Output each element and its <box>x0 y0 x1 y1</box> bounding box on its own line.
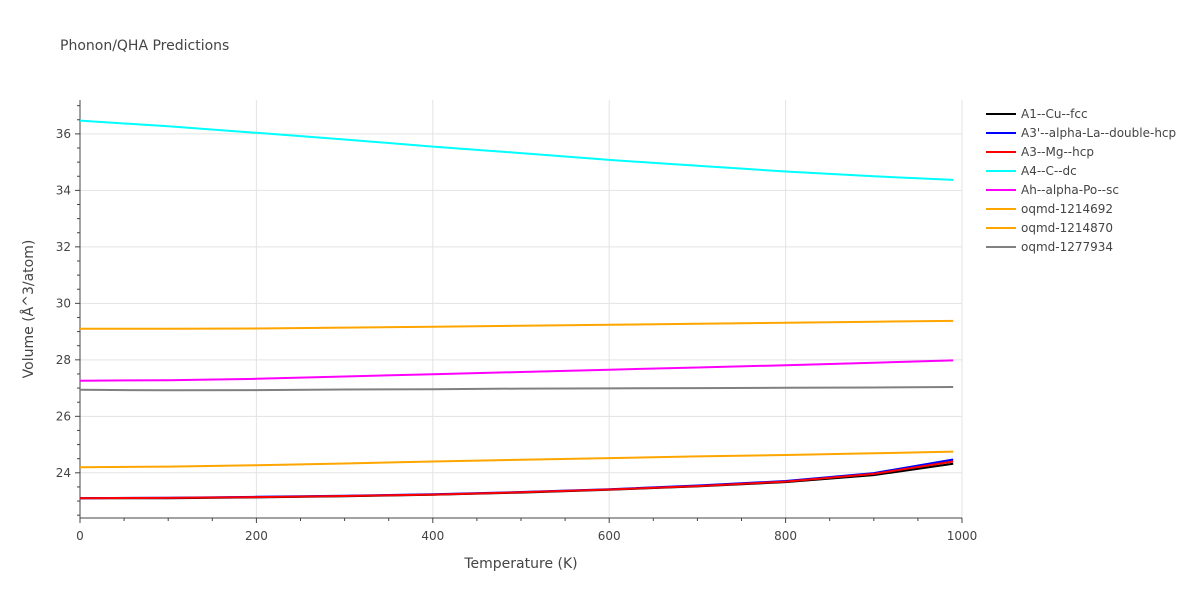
y-tick-label: 28 <box>56 353 71 367</box>
x-tick-label: 800 <box>774 529 797 543</box>
series-line-5 <box>79 359 954 382</box>
legend-label: A3--Mg--hcp <box>1021 145 1094 159</box>
legend-label: Ah--alpha-Po--sc <box>1021 183 1119 197</box>
y-axis-label: Volume (Å^3/atom) <box>20 240 37 379</box>
legend-label: A4--C--dc <box>1021 164 1077 178</box>
legend-label: oqmd-1214870 <box>1021 221 1113 235</box>
legend-item[interactable]: Ah--alpha-Po--sc <box>986 183 1119 197</box>
y-tick-label: 24 <box>56 466 71 480</box>
legend-item[interactable]: A3'--alpha-La--double-hcp <box>986 126 1176 140</box>
legend-item[interactable]: A3--Mg--hcp <box>986 145 1094 159</box>
legend[interactable]: A1--Cu--fcc A3'--alpha-La--double-hcp A3--… <box>986 107 1176 254</box>
legend-label: A1--Cu--fcc <box>1021 107 1088 121</box>
x-tick-label: 200 <box>245 529 268 543</box>
x-tick-label: 600 <box>598 529 621 543</box>
x-axis-label: Temperature (K) <box>463 556 577 572</box>
legend-item[interactable]: A4--C--dc <box>986 164 1077 178</box>
legend-item[interactable]: A1--Cu--fcc <box>986 107 1088 121</box>
ticks-layer: 0 200 400 600 800 1000 24 26 28 30 32 34 36 <box>56 127 978 543</box>
legend-item[interactable]: oqmd-1214692 <box>986 202 1113 216</box>
x-tick-label: 0 <box>76 529 84 543</box>
series-line-7 <box>79 450 954 469</box>
x-tick-label: 1000 <box>947 529 978 543</box>
y-tick-label: 34 <box>56 183 71 197</box>
series-line-3 <box>79 460 954 500</box>
chart-title: Phonon/QHA Predictions <box>60 38 229 54</box>
legend-item[interactable]: oqmd-1214870 <box>986 221 1113 235</box>
series-line-4 <box>79 119 954 181</box>
y-tick-label: 30 <box>56 296 71 310</box>
x-tick-label: 400 <box>421 529 444 543</box>
lines-layer <box>79 119 954 500</box>
legend-label: oqmd-1277934 <box>1021 240 1113 254</box>
y-tick-label: 36 <box>56 127 71 141</box>
legend-label: oqmd-1214692 <box>1021 202 1113 216</box>
axes-layer <box>75 100 963 523</box>
grid-layer <box>80 100 963 518</box>
legend-item[interactable]: oqmd-1277934 <box>986 240 1113 254</box>
series-line-6 <box>80 319 954 330</box>
y-tick-label: 32 <box>56 240 71 254</box>
y-tick-label: 26 <box>56 409 71 423</box>
legend-label: A3'--alpha-La--double-hcp <box>1021 126 1176 140</box>
series-line-8 <box>79 386 954 392</box>
